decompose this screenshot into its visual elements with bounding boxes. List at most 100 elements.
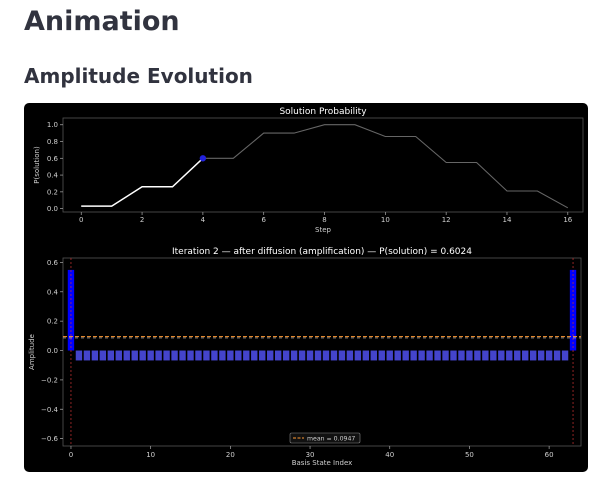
chart1-y-tick-label: 0.0 bbox=[47, 205, 58, 213]
chart2-x-tick-label: 30 bbox=[306, 451, 315, 459]
chart1-x-axis-label: Step bbox=[315, 226, 331, 234]
chart2-amplitude-bar bbox=[458, 350, 465, 361]
chart2-y-tick-label: 0.0 bbox=[47, 347, 58, 355]
chart2-amplitude-bar bbox=[522, 350, 529, 361]
chart2-amplitude-bar bbox=[537, 350, 545, 361]
chart1-y-axis-label: P(solution) bbox=[33, 146, 41, 184]
chart2-axes-frame bbox=[62, 257, 582, 447]
chart2-amplitude-bar bbox=[322, 350, 330, 361]
chart2-amplitude-bar bbox=[91, 350, 99, 361]
chart2-amplitude-bar bbox=[545, 350, 553, 361]
chart1-title: Solution Probability bbox=[279, 107, 367, 117]
chart1-y-tick-label: 1.0 bbox=[47, 121, 58, 129]
chart2-amplitude-bar bbox=[314, 350, 322, 361]
chart2-amplitude-bar bbox=[123, 350, 130, 361]
chart2-y-axis-label: Amplitude bbox=[28, 334, 36, 370]
chart2-amplitude-bar bbox=[235, 350, 242, 361]
chart2-amplitude-bar bbox=[298, 350, 306, 361]
chart2-amplitude-bar bbox=[386, 350, 393, 361]
chart2-amplitude-bar bbox=[490, 350, 497, 361]
chart1-x-tick-label: 4 bbox=[201, 216, 206, 224]
chart2-x-tick-label: 60 bbox=[545, 451, 554, 459]
chart2-amplitude-bar bbox=[498, 350, 505, 361]
chart2-amplitude-bar bbox=[506, 350, 513, 361]
chart1-y-tick-label: 0.4 bbox=[47, 172, 59, 180]
chart2-amplitude-bar bbox=[251, 350, 258, 361]
chart1-x-tick-label: 8 bbox=[322, 216, 326, 224]
chart1-x-tick-label: 16 bbox=[563, 216, 572, 224]
chart2-amplitude-bar bbox=[171, 350, 178, 361]
chart2-amplitude-bar bbox=[450, 350, 457, 361]
chart1-x-tick-label: 14 bbox=[503, 216, 512, 224]
chart2-amplitude-bar bbox=[147, 350, 154, 361]
chart2-amplitude-bar bbox=[259, 350, 266, 361]
chart2-amplitude-bar bbox=[107, 350, 115, 361]
chart2-legend-label: mean = 0.0947 bbox=[307, 435, 355, 442]
chart2-amplitude-bar bbox=[394, 350, 401, 361]
chart2-amplitude-bar bbox=[418, 350, 425, 361]
chart2-amplitude-bar bbox=[195, 350, 202, 361]
chart2-amplitude-bar bbox=[267, 350, 274, 361]
chart2-amplitude-bar bbox=[338, 350, 346, 361]
chart1-x-tick-label: 0 bbox=[79, 216, 83, 224]
chart2-amplitude-bar bbox=[187, 350, 194, 361]
chart2-y-tick-label: 0.4 bbox=[47, 288, 59, 296]
chart2-amplitude-bar bbox=[410, 350, 417, 361]
chart2-amplitude-bar bbox=[553, 350, 561, 361]
chart2-amplitude-bar bbox=[330, 350, 338, 361]
chart1-current-step-point bbox=[199, 155, 207, 162]
chart2-amplitude-bar bbox=[219, 350, 226, 361]
chart1-axes-frame bbox=[62, 117, 584, 213]
chart2-x-tick-label: 20 bbox=[226, 451, 235, 459]
chart2-amplitude-bar bbox=[362, 350, 370, 361]
chart2-amplitude-bar bbox=[442, 350, 449, 361]
page-title: Animation bbox=[24, 6, 180, 37]
chart2-x-axis-label: Basis State Index bbox=[292, 459, 353, 467]
chart2-x-tick-label: 10 bbox=[146, 451, 155, 459]
chart2-amplitude-bar bbox=[354, 350, 362, 361]
chart1-x-tick-label: 10 bbox=[381, 216, 390, 224]
chart1-history-series-line bbox=[81, 157, 204, 207]
chart2-amplitude-bar bbox=[530, 350, 537, 361]
chart-figure: Solution Probability 0 2 4 6 8 10 12 14 16 0.0 0.2 0… bbox=[24, 103, 588, 472]
chart2-amplitude-bar bbox=[179, 350, 186, 361]
chart2-x-tick-label: 40 bbox=[385, 451, 394, 459]
chart2-amplitude-bar bbox=[155, 350, 162, 361]
chart2-amplitude-bar bbox=[211, 350, 218, 361]
chart2-y-tick-label: −0.4 bbox=[41, 406, 59, 414]
chart2-amplitude-bar bbox=[346, 350, 354, 361]
chart2-amplitude-bar bbox=[243, 350, 250, 361]
chart2-y-tick-label: 0.2 bbox=[47, 318, 58, 326]
chart2-amplitude-bar bbox=[426, 350, 433, 361]
chart2-amplitude-bar bbox=[75, 350, 83, 361]
chart1-y-tick-label: 0.6 bbox=[47, 155, 59, 163]
chart1-x-tick-label: 2 bbox=[140, 216, 144, 224]
chart2-amplitude-bar bbox=[203, 350, 210, 361]
chart2-amplitude-bar bbox=[274, 350, 282, 361]
chart2-amplitude-bar bbox=[131, 350, 138, 361]
chart2-amplitude-bar bbox=[99, 350, 107, 361]
chart2-amplitude-bar bbox=[139, 350, 146, 361]
chart2-amplitude-bar bbox=[466, 350, 473, 361]
chart2-amplitude-bar bbox=[482, 350, 489, 361]
chart2-y-tick-label: −0.6 bbox=[41, 435, 59, 443]
chart2-amplitude-bar bbox=[306, 350, 314, 361]
chart2-amplitude-bar bbox=[163, 350, 170, 361]
chart2-amplitude-bar bbox=[514, 350, 521, 361]
chart2-y-tick-label: 0.6 bbox=[47, 259, 59, 267]
chart1-y-tick-label: 0.8 bbox=[47, 138, 58, 146]
chart2-amplitude-bar bbox=[115, 350, 122, 361]
chart2-legend bbox=[289, 432, 361, 444]
chart1-x-tick-label: 6 bbox=[261, 216, 266, 224]
chart2-amplitude-bar bbox=[290, 350, 298, 361]
chart2-amplitude-bar bbox=[402, 350, 409, 361]
chart1-future-series-line bbox=[202, 124, 569, 209]
chart2-amplitude-bar bbox=[83, 350, 91, 361]
chart1-x-tick-label: 12 bbox=[442, 216, 451, 224]
chart2-amplitude-bar bbox=[378, 350, 385, 361]
chart2-amplitude-bar bbox=[370, 350, 377, 361]
chart2-title: Iteration 2 — after diffusion (amplifica… bbox=[172, 247, 472, 257]
chart2-amplitude-bar bbox=[227, 350, 234, 361]
chart-canvas: Solution Probability 0 2 4 6 8 10 12 14 16 0.0 0.2 0… bbox=[28, 107, 584, 467]
chart2-amplitude-bar bbox=[434, 350, 441, 361]
